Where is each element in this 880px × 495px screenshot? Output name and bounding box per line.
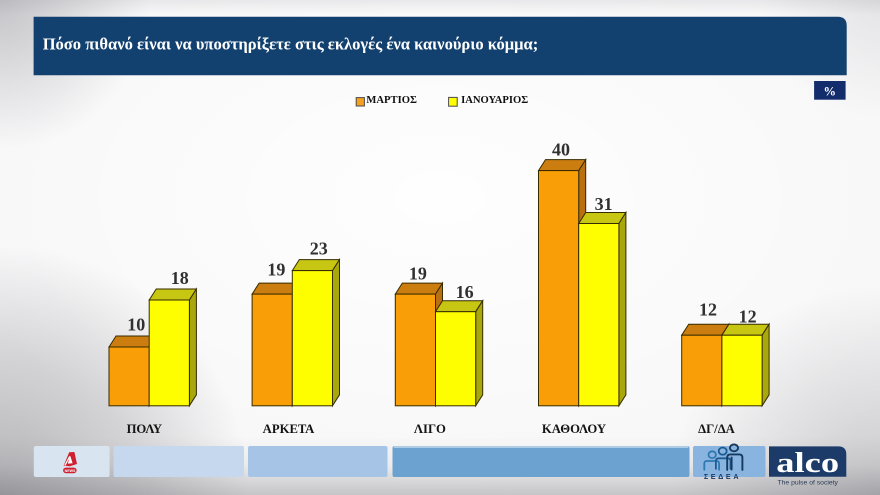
svg-text:Πόσο πιθανό είναι να υποστηρίξ: Πόσο πιθανό είναι να υποστηρίξετε στις ε… bbox=[43, 35, 539, 54]
svg-text:12: 12 bbox=[699, 300, 717, 320]
svg-text:18: 18 bbox=[171, 268, 189, 288]
svg-text:ΙΑΝΟΥΑΡΙΟΣ: ΙΑΝΟΥΑΡΙΟΣ bbox=[461, 95, 528, 106]
svg-text:ΛΙΓΟ: ΛΙΓΟ bbox=[414, 422, 446, 436]
svg-text:16: 16 bbox=[456, 282, 474, 302]
svg-text:ΔΓ/ΔΑ: ΔΓ/ΔΑ bbox=[698, 422, 736, 436]
svg-text:ΣΕΔΕΑ: ΣΕΔΕΑ bbox=[704, 472, 741, 481]
svg-text:ΑΡΚΕΤΑ: ΑΡΚΕΤΑ bbox=[263, 422, 315, 436]
svg-text:19: 19 bbox=[409, 263, 427, 283]
svg-text:23: 23 bbox=[310, 239, 328, 259]
svg-text:%: % bbox=[824, 85, 837, 99]
svg-text:19: 19 bbox=[267, 260, 285, 280]
svg-text:ΜΑΡΤΙΟΣ: ΜΑΡΤΙΟΣ bbox=[366, 95, 417, 106]
svg-text:NEWS: NEWS bbox=[65, 469, 76, 473]
svg-text:12: 12 bbox=[739, 307, 757, 327]
svg-text:10: 10 bbox=[127, 314, 145, 334]
svg-text:ΚΑΘΟΛΟΥ: ΚΑΘΟΛΟΥ bbox=[542, 422, 606, 436]
svg-text:ΠΟΛΥ: ΠΟΛΥ bbox=[127, 422, 162, 436]
svg-text:40: 40 bbox=[552, 140, 570, 160]
svg-text:31: 31 bbox=[595, 194, 613, 214]
svg-text:The pulse of society: The pulse of society bbox=[777, 479, 838, 486]
svg-text:alco: alco bbox=[776, 447, 839, 478]
